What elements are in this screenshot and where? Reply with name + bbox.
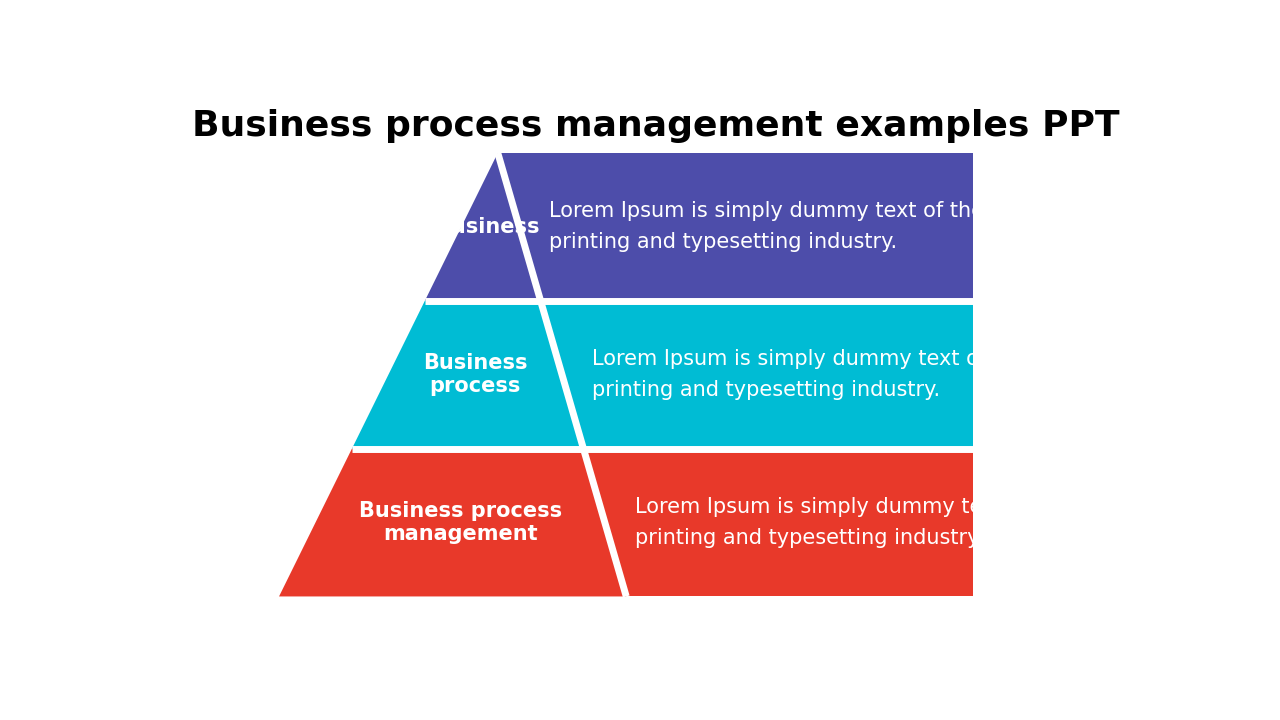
Polygon shape [425, 153, 540, 301]
Polygon shape [352, 301, 584, 449]
Text: Lorem Ipsum is simply dummy text of the
printing and typesetting industry.: Lorem Ipsum is simply dummy text of the … [591, 349, 1027, 400]
Text: Business process
management: Business process management [358, 501, 562, 544]
Text: Lorem Ipsum is simply dummy text of the
printing and typesetting industry.: Lorem Ipsum is simply dummy text of the … [635, 497, 1070, 548]
Polygon shape [279, 449, 626, 596]
Text: Lorem Ipsum is simply dummy text of the
printing and typesetting industry.: Lorem Ipsum is simply dummy text of the … [549, 201, 984, 253]
Polygon shape [498, 153, 973, 301]
Text: Business: Business [435, 217, 540, 237]
Polygon shape [540, 301, 973, 449]
Text: Business
process: Business process [422, 353, 527, 396]
Text: Business process management examples PPT: Business process management examples PPT [192, 109, 1120, 143]
Polygon shape [584, 449, 973, 596]
